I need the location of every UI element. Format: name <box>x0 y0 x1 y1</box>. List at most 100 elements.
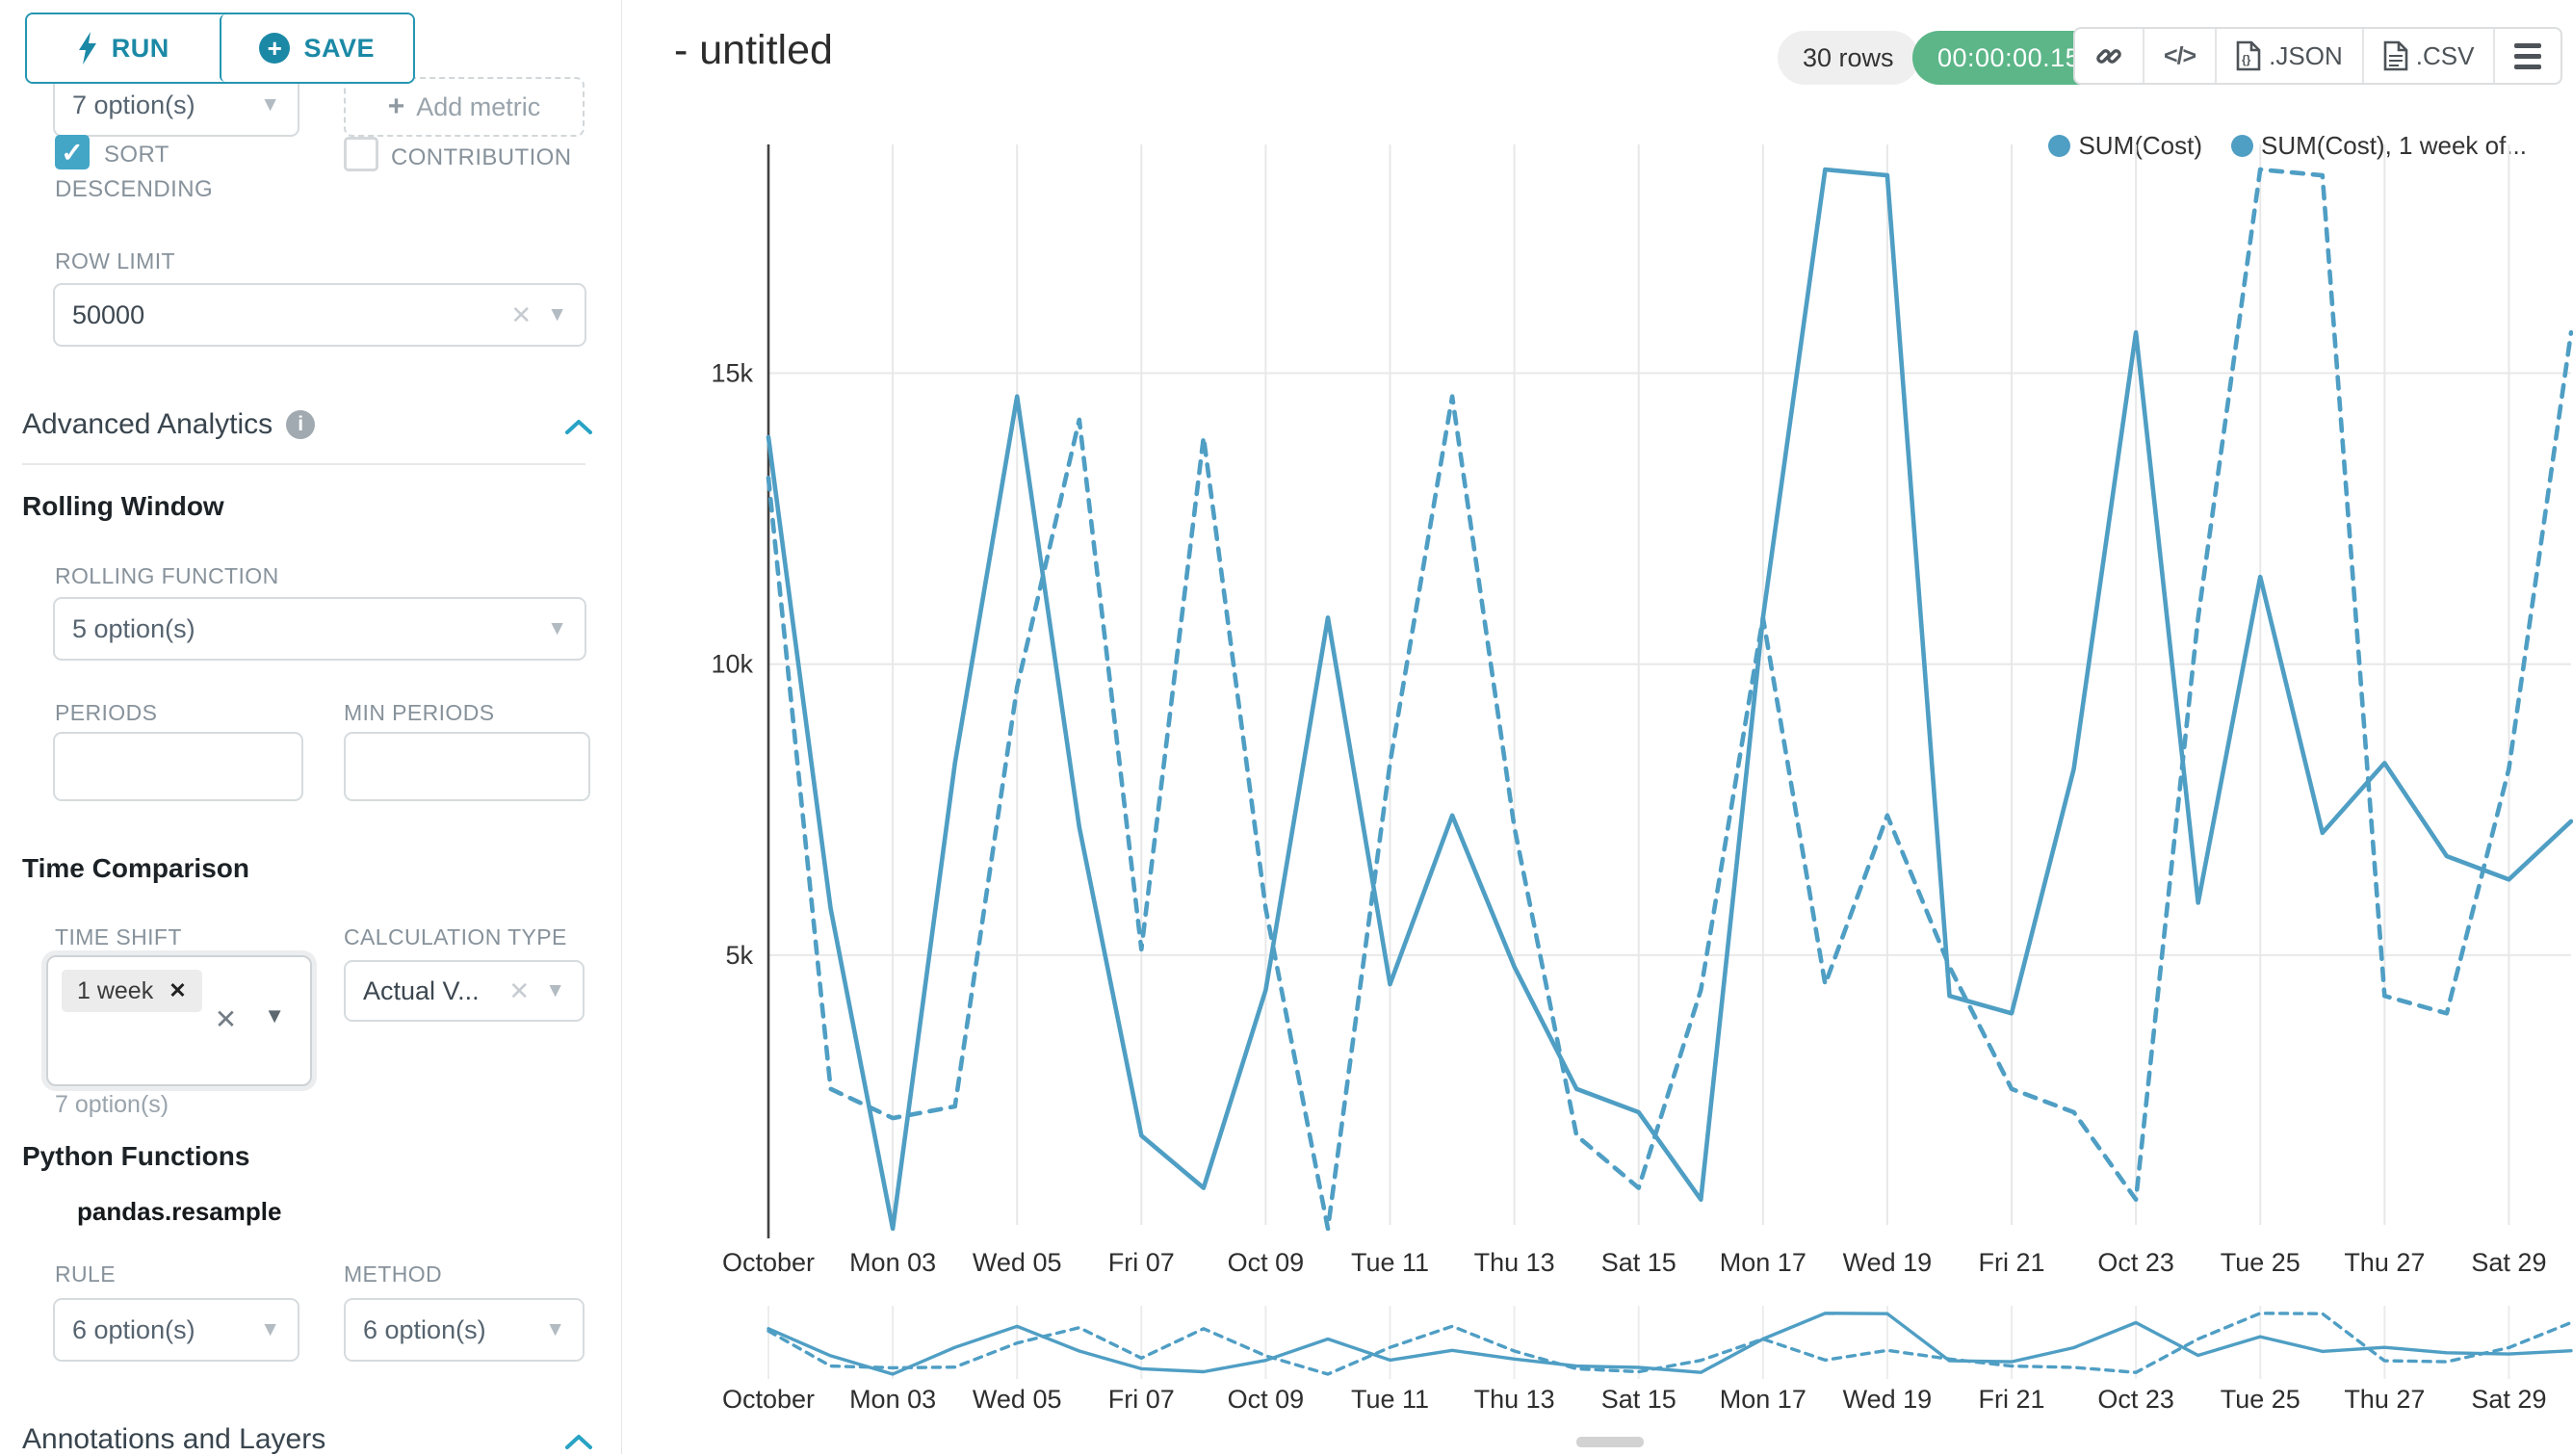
min-periods-input[interactable] <box>344 732 590 801</box>
time-shift-helper: 7 option(s) <box>55 1091 169 1118</box>
clear-icon[interactable]: ✕ <box>508 975 531 1005</box>
collapse-chevron-icon[interactable] <box>564 1433 593 1450</box>
contribution-label: CONTRIBUTION <box>391 144 572 170</box>
copy-link-button[interactable] <box>2075 29 2143 83</box>
mini-x-axis-tick-label: Mon 17 <box>1720 1385 1806 1414</box>
mini-series-line-dashed <box>767 1312 2573 1376</box>
chevron-down-icon: ▼ <box>260 93 280 116</box>
mini-x-axis-tick-label: Oct 23 <box>2097 1385 2174 1414</box>
save-button[interactable]: + SAVE <box>219 14 413 82</box>
sort-descending-label-line2: DESCENDING <box>55 176 214 202</box>
mini-x-axis-tick-label: Sat 29 <box>2471 1385 2546 1414</box>
svg-text:{}: {} <box>2242 53 2251 66</box>
rule-label: RULE <box>55 1261 116 1287</box>
calculation-type-value: Actual V... <box>363 975 480 1005</box>
python-functions-title: Python Functions <box>22 1141 250 1171</box>
periods-label: PERIODS <box>55 700 158 725</box>
time-shift-tag-label: 1 week <box>77 976 154 1004</box>
save-button-label: SAVE <box>303 33 376 63</box>
legend-label: SUM(Cost) <box>2078 131 2203 160</box>
chart-menu-button[interactable] <box>2493 29 2560 83</box>
x-axis-tick-label: Oct 23 <box>2097 1248 2174 1277</box>
x-axis-tick-label: Mon 17 <box>1720 1248 1806 1277</box>
mini-x-axis-tick-label: Wed 19 <box>1843 1385 1933 1414</box>
metrics-select[interactable]: 7 option(s) ▼ <box>53 73 299 137</box>
x-axis-tick-label: Oct 09 <box>1228 1248 1305 1277</box>
periods-input[interactable] <box>53 732 303 801</box>
legend-item-sum-cost[interactable]: SUM(Cost) <box>2048 131 2202 161</box>
sort-descending-label-line1: SORT <box>104 142 169 168</box>
add-metric-label: Add metric <box>416 91 541 121</box>
mini-x-axis-tick-label: October <box>722 1385 815 1414</box>
time-shift-label: TIME SHIFT <box>55 924 182 949</box>
x-axis-tick-label: Mon 03 <box>849 1248 936 1277</box>
embed-code-button[interactable]: </> <box>2143 29 2215 83</box>
calculation-type-select[interactable]: Actual V... ✕ ▼ <box>344 960 585 1022</box>
mini-x-axis-tick-label: Thu 27 <box>2344 1385 2425 1414</box>
run-save-button-group: RUN + SAVE <box>25 13 415 84</box>
metrics-select-value: 7 option(s) <box>72 90 195 119</box>
legend-item-sum-cost-offset[interactable]: SUM(Cost), 1 week of... <box>2231 131 2527 161</box>
export-csv-button[interactable]: .CSV <box>2361 29 2494 83</box>
chevron-down-icon: ▼ <box>547 303 567 325</box>
series-line-solid <box>766 167 2573 1232</box>
plus-icon: + <box>387 91 405 122</box>
y-axis-tick-label: 10k <box>711 650 753 679</box>
clear-icon[interactable]: ✕ <box>510 299 533 329</box>
advanced-analytics-title: Advanced Analytics <box>22 408 273 440</box>
x-axis-tick-label: Sat 29 <box>2471 1248 2546 1277</box>
time-comparison-title: Time Comparison <box>22 853 249 883</box>
mini-x-axis-tick-label: Tue 11 <box>1351 1385 1429 1414</box>
rolling-function-value: 5 option(s) <box>72 613 195 643</box>
advanced-analytics-header[interactable]: Advanced Analytics i <box>22 408 316 441</box>
chevron-down-icon: ▼ <box>545 979 565 1001</box>
annotations-title: Annotations and Layers <box>22 1423 326 1455</box>
chevron-down-icon: ▼ <box>260 1318 280 1340</box>
rule-select[interactable]: 6 option(s) ▼ <box>53 1298 299 1362</box>
series-line-dashed <box>766 167 2573 1232</box>
mini-x-axis-tick-label: Tue 25 <box>2221 1385 2300 1414</box>
chevron-down-icon: ▼ <box>264 1003 285 1027</box>
json-label: .JSON <box>2269 40 2343 70</box>
mini-x-axis-tick-label: Sat 15 <box>1601 1385 1676 1414</box>
row-limit-select[interactable]: 50000 ✕ ▼ <box>53 283 586 347</box>
menu-icon <box>2514 42 2542 69</box>
add-metric-button[interactable]: + Add metric <box>344 77 585 137</box>
time-shift-tag: 1 week ✕ <box>62 970 202 1012</box>
contribution-checkbox[interactable] <box>344 137 378 171</box>
legend-label: SUM(Cost), 1 week of... <box>2261 131 2527 160</box>
brush-drag-handle[interactable] <box>1576 1437 1644 1447</box>
sort-descending-checkbox[interactable]: ✓ <box>55 135 90 169</box>
divider <box>22 463 585 465</box>
rolling-function-label: ROLLING FUNCTION <box>55 563 279 588</box>
calculation-type-label: CALCULATION TYPE <box>344 924 567 949</box>
info-icon: i <box>286 410 316 439</box>
rule-value: 6 option(s) <box>72 1314 195 1344</box>
pandas-resample-label: pandas.resample <box>77 1197 282 1226</box>
collapse-chevron-icon[interactable] <box>564 418 593 435</box>
method-select[interactable]: 6 option(s) ▼ <box>344 1298 585 1362</box>
json-file-icon: {} <box>2236 40 2261 71</box>
plus-circle-icon: + <box>259 33 291 64</box>
x-axis-tick-label: Fri 21 <box>1979 1248 2045 1277</box>
x-axis-tick-label: Sat 15 <box>1601 1248 1676 1277</box>
time-shift-multiselect[interactable]: 1 week ✕ ✕ ▼ <box>46 955 312 1086</box>
annotations-header[interactable]: Annotations and Layers <box>22 1423 325 1456</box>
clear-icon[interactable]: ✕ <box>214 1004 238 1034</box>
chart-legend: SUM(Cost) SUM(Cost), 1 week of... <box>2048 131 2527 161</box>
method-value: 6 option(s) <box>363 1314 486 1344</box>
x-axis-tick-label: Tue 25 <box>2221 1248 2300 1277</box>
chart-title[interactable]: - untitled <box>674 27 833 73</box>
tag-remove-icon[interactable]: ✕ <box>169 978 187 1002</box>
legend-dot <box>2231 135 2254 157</box>
export-json-button[interactable]: {} .JSON <box>2215 29 2362 83</box>
x-axis-tick-label: October <box>722 1248 815 1277</box>
mini-x-axis-tick-label: Wed 05 <box>973 1385 1062 1414</box>
y-axis-tick-label: 15k <box>711 359 753 388</box>
rolling-function-select[interactable]: 5 option(s) ▼ <box>53 597 586 661</box>
rolling-window-title: Rolling Window <box>22 491 224 521</box>
code-icon: </> <box>2164 41 2196 69</box>
x-axis-tick-label: Tue 11 <box>1351 1248 1429 1277</box>
run-button[interactable]: RUN <box>27 14 220 82</box>
